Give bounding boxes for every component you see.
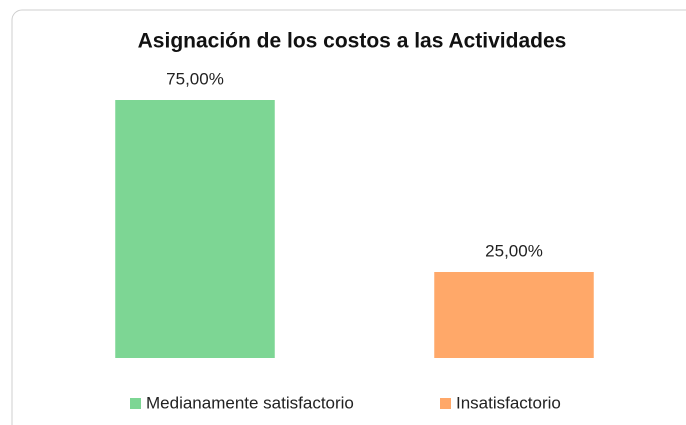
chart-title: Asignación de los costos a las Actividad…	[138, 30, 567, 53]
bar	[115, 100, 275, 358]
legend-label: Insatisfactorio	[456, 393, 561, 412]
chart-border	[11, 9, 686, 425]
legend-label: Medianamente satisfactorio	[146, 393, 354, 412]
legend-swatch	[130, 398, 141, 409]
data-label: 25,00%	[485, 241, 543, 260]
bar	[434, 272, 594, 358]
legend-swatch	[440, 398, 451, 409]
data-label: 75,00%	[166, 69, 224, 88]
